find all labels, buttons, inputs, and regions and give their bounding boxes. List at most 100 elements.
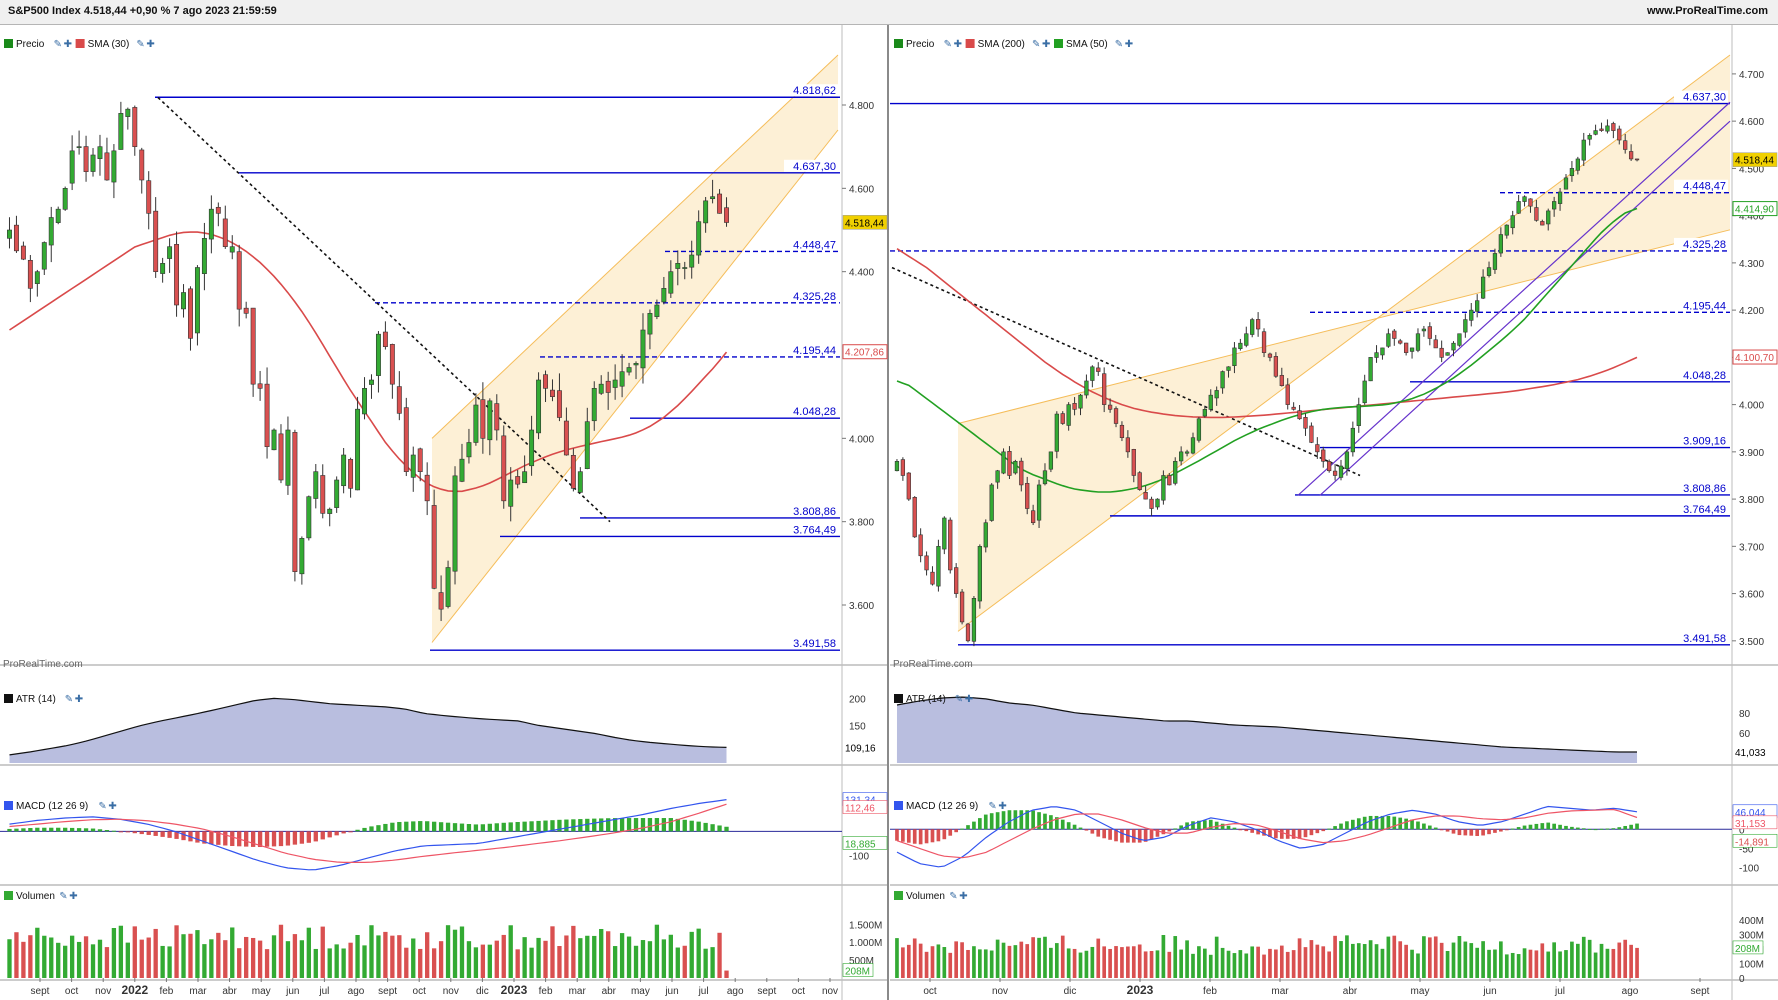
- volume-bar: [1546, 951, 1551, 978]
- right-price-sma200-line: [896, 248, 1638, 419]
- macd-hist-bar: [906, 829, 911, 843]
- candle-body: [188, 288, 193, 339]
- macd-hist-bar: [264, 831, 270, 847]
- candle-body: [1107, 404, 1113, 410]
- left-atr-tick-label: 200: [849, 694, 866, 705]
- candle-body: [948, 519, 953, 571]
- volume-bar: [1499, 941, 1503, 978]
- macd-hist-bar: [1516, 827, 1521, 830]
- macd-hist-bar: [397, 821, 402, 832]
- macd-hist-bar: [1611, 828, 1616, 830]
- site-link[interactable]: www.ProRealTime.com: [1646, 5, 1768, 17]
- macd-hist-bar: [480, 824, 486, 832]
- volume-bar: [21, 941, 26, 978]
- candle-body: [1563, 177, 1569, 190]
- right-price-level-label-bg: [1674, 631, 1728, 644]
- volume-bar: [1226, 950, 1231, 978]
- candle-body: [1599, 128, 1604, 131]
- macd-hist-bar: [278, 831, 284, 847]
- volume-bar: [1528, 949, 1533, 978]
- macd-hist-bar: [209, 831, 214, 845]
- macd-hist-bar: [612, 818, 618, 832]
- left-macd-histogram: [7, 818, 729, 848]
- volume-bar: [661, 939, 667, 978]
- left-x-tick-label: sept: [31, 986, 50, 997]
- macd-hist-bar: [49, 827, 54, 832]
- macd-hist-bar: [668, 818, 673, 832]
- macd-hist-bar: [1202, 820, 1207, 830]
- right-macd-tick-label: -100: [1739, 863, 1759, 874]
- volume-bar: [1581, 936, 1586, 978]
- candle-body: [222, 218, 228, 247]
- volume-bar: [167, 946, 172, 978]
- volume-bar: [1510, 952, 1515, 978]
- volume-bar: [1457, 936, 1462, 978]
- candle-body: [1380, 347, 1385, 356]
- plus-icon: ✚: [146, 39, 154, 50]
- macd-hist-bar: [1025, 810, 1030, 830]
- candle-body: [563, 420, 569, 456]
- macd-hist-bar: [619, 818, 625, 832]
- volume-bar: [459, 926, 465, 978]
- volume-bar: [1504, 954, 1509, 978]
- volume-bar: [1635, 947, 1639, 978]
- volume-bar: [522, 937, 527, 978]
- macd-hist-bar: [1475, 829, 1480, 836]
- candle-body: [313, 471, 319, 499]
- volume-bar: [1351, 943, 1355, 978]
- macd-hist-bar: [1575, 827, 1580, 830]
- candle-body: [942, 517, 947, 550]
- plus-icon: ✚: [1125, 39, 1133, 50]
- left-price-downtrend-line: [157, 96, 611, 523]
- right-signal-line: [896, 808, 1638, 859]
- wrench-icon: ✎: [1032, 39, 1040, 50]
- macd-hist-bar: [1629, 824, 1633, 830]
- candle-body: [299, 538, 305, 575]
- macd-hist-bar: [522, 821, 527, 832]
- macd-hist-bar: [1279, 829, 1284, 839]
- left-atr-area: [9, 698, 727, 763]
- macd-hist-bar: [132, 831, 137, 834]
- right-price-y-tick-label: 4.300: [1739, 259, 1764, 270]
- charts-area[interactable]: 4.818,62 4.637,30 4.448,47 4.325,28 4.195,44…: [0, 25, 1778, 1000]
- candle-body: [473, 404, 479, 443]
- left-x-tick-label: ago: [727, 986, 744, 997]
- candle-body: [201, 238, 207, 274]
- macd-hist-bar: [216, 831, 221, 845]
- candle-body: [1451, 342, 1456, 351]
- candle-body: [1569, 168, 1575, 177]
- candle-body: [215, 206, 221, 214]
- candle-body: [417, 448, 423, 472]
- volume-bar: [1493, 949, 1497, 978]
- left-price-watermark: ProRealTime.com: [3, 659, 83, 670]
- candle-body: [1628, 151, 1634, 160]
- volume-bar: [7, 939, 12, 978]
- candle-body: [1634, 158, 1640, 161]
- volume-bar: [1481, 941, 1485, 978]
- candle-body: [1409, 347, 1415, 352]
- volume-bar: [612, 946, 618, 978]
- candle-body: [668, 271, 674, 294]
- candle-body: [1581, 139, 1586, 161]
- candle-body: [285, 429, 291, 486]
- candle-body: [1623, 140, 1628, 150]
- macd-hist-bar: [160, 831, 165, 837]
- volume-bar: [237, 948, 242, 978]
- volume-bar: [654, 924, 660, 978]
- right-price-level-label: 3.491,58: [1683, 633, 1726, 645]
- volume-bar: [285, 941, 291, 978]
- candle-body: [83, 146, 89, 172]
- volume-bar: [1422, 936, 1426, 978]
- macd-hist-bar: [1493, 829, 1497, 833]
- volume-bar: [501, 934, 506, 978]
- left-price-legend-item-0: Precio ✎ ✚: [4, 39, 72, 50]
- left-macd-value-label: 18,885: [845, 839, 876, 850]
- candle-body: [1131, 449, 1136, 476]
- left-x-tick-label: nov: [443, 986, 459, 997]
- candle-body: [1534, 207, 1539, 221]
- candle-body: [626, 367, 632, 373]
- macd-hist-bar: [1250, 829, 1255, 833]
- macd-hist-bar: [1321, 829, 1326, 832]
- volume-bar: [195, 930, 200, 978]
- candle-body: [1498, 234, 1504, 254]
